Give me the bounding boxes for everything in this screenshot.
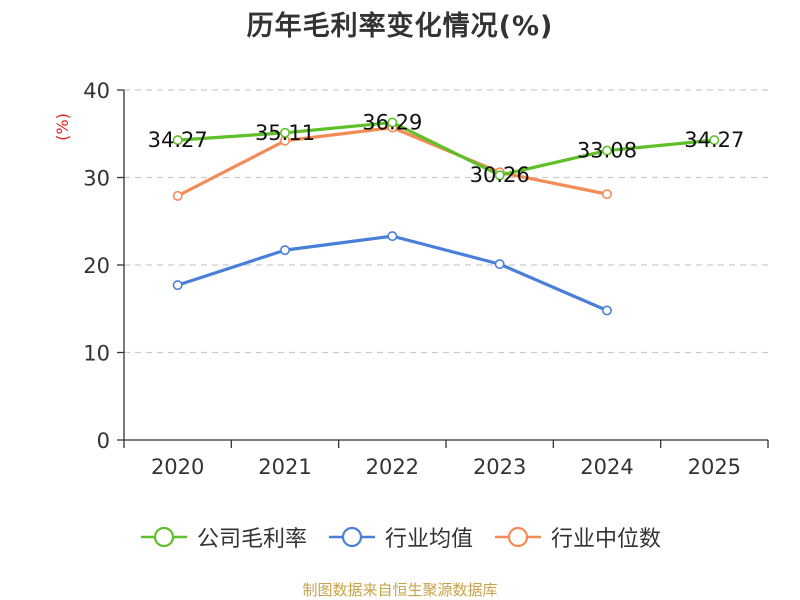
legend-label: 公司毛利率 [196,527,307,552]
data-point [494,259,505,270]
data-point [172,280,183,291]
data-labels: 34.27 35.11 36.29 30.26 33.08 34.27 [148,110,745,187]
data-point [709,135,720,146]
x-tick-label: 2024 [580,455,633,479]
data-point [601,145,612,156]
data-point [387,231,398,242]
data-point [279,127,290,138]
legend-marker-icon [140,526,187,548]
y-tick-label: 30 [83,167,110,191]
legend-marker-icon [328,526,375,548]
series-lines [172,117,720,316]
legend-circle [341,526,363,548]
data-label: 34.27 [684,128,744,152]
data-point [601,305,612,316]
data-point [172,190,183,201]
legend-label: 行业均值 [384,527,473,552]
x-tick-label: 2021 [258,455,311,479]
legend-item[interactable]: 公司毛利率 [139,521,307,553]
x-tick-label: 2023 [473,455,526,479]
axes: 0 10 20 30 40 2020 2021 2022 2023 2024 2025 (%) [53,79,769,479]
data-point [279,245,290,256]
x-tick-label: 2020 [151,455,204,479]
legend-marker-icon [495,526,541,548]
data-label: 33.08 [577,139,637,163]
chart-title: 历年毛利率变化情况(%) [246,11,554,42]
legend: 公司毛利率 行业均值 行业中位数 [0,520,800,554]
y-axis-label: (%) [53,113,72,141]
data-point [172,135,183,146]
y-tick-label: 10 [83,342,110,366]
series-line [176,126,608,198]
legend-circle [153,526,175,548]
source-note: 制图数据来自恒生聚源数据库 [302,581,498,599]
x-tick-label: 2022 [366,455,419,479]
x-tick-label: 2025 [688,455,741,479]
grid-lines [124,89,768,354]
data-point [387,117,398,128]
series-line [177,234,608,312]
data-label: 36.29 [362,110,422,134]
y-tick-label: 0 [97,429,110,453]
data-label: 34.27 [148,128,208,152]
data-point [601,189,612,200]
series-line [177,120,715,177]
legend-item[interactable]: 行业中位数 [493,521,661,553]
data-label: 30.26 [470,163,530,187]
data-point [494,170,505,181]
legend-label: 行业中位数 [551,527,662,552]
y-tick-label: 20 [83,254,110,278]
data-label: 35.11 [255,121,315,145]
legend-item[interactable]: 行业均值 [327,521,473,553]
y-tick-label: 40 [83,79,110,103]
legend-circle [507,526,529,548]
